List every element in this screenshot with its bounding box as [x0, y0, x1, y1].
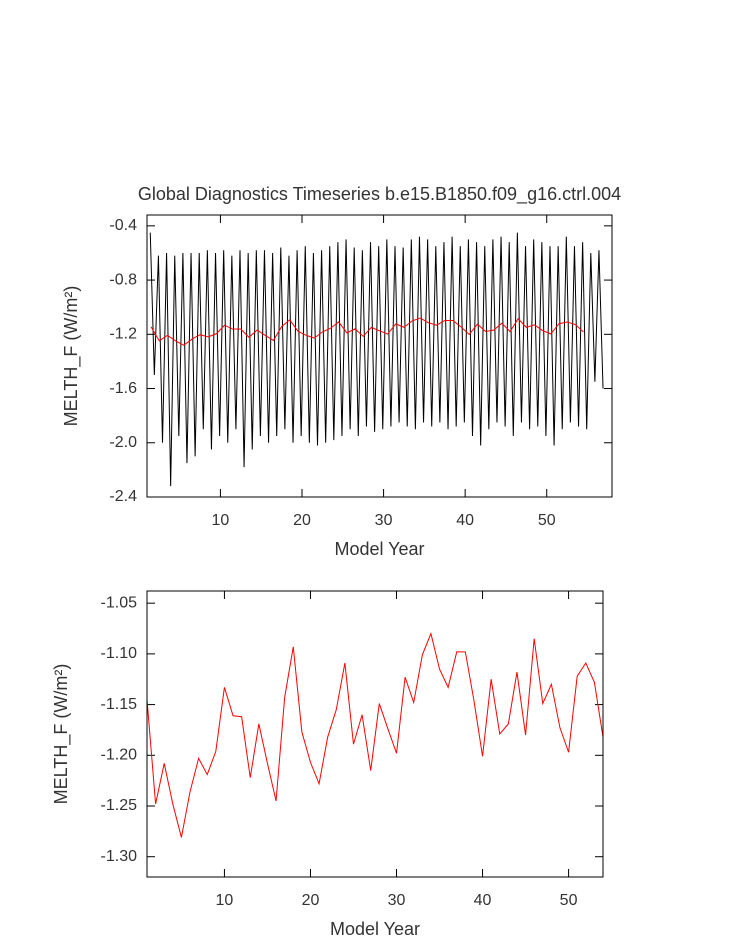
- x-axis-label: Model Year: [334, 539, 424, 559]
- x-tick-label: 20: [293, 512, 311, 529]
- y-tick-label: -1.6: [109, 380, 137, 397]
- y-tick-label: -1.30: [101, 848, 138, 865]
- y-tick-label: -2.0: [109, 434, 137, 451]
- y-tick-label: -0.8: [109, 271, 137, 288]
- chart-title: Global Diagnostics Timeseries b.e15.B185…: [138, 184, 621, 205]
- y-axis-label: MELTH_F (W/m²): [61, 286, 82, 427]
- y-tick-label: -1.10: [101, 645, 138, 662]
- x-tick-label: 50: [560, 892, 578, 909]
- y-tick-label: -0.4: [109, 217, 137, 234]
- data-line: [150, 317, 584, 346]
- y-tick-label: -1.05: [101, 594, 138, 611]
- x-tick-label: 40: [456, 512, 474, 529]
- data-line: [149, 232, 604, 487]
- y-axis-label: MELTH_F (W/m²): [51, 664, 72, 805]
- plot-frame: [146, 214, 613, 498]
- x-tick-label: 30: [388, 892, 406, 909]
- x-tick-label: 20: [302, 892, 320, 909]
- x-tick-label: 50: [538, 512, 556, 529]
- x-tick-label: 10: [212, 512, 230, 529]
- y-tick-label: -1.25: [101, 797, 138, 814]
- y-tick-label: -1.15: [101, 696, 138, 713]
- y-tick-label: -1.20: [101, 747, 138, 764]
- x-axis-label: Model Year: [330, 919, 420, 939]
- x-tick-label: 40: [474, 892, 492, 909]
- data-line: [146, 631, 604, 838]
- plot-frame: [146, 590, 604, 878]
- y-tick-label: -1.2: [109, 326, 137, 343]
- y-tick-label: -2.4: [109, 488, 137, 505]
- x-tick-label: 10: [216, 892, 234, 909]
- x-tick-label: 30: [375, 512, 393, 529]
